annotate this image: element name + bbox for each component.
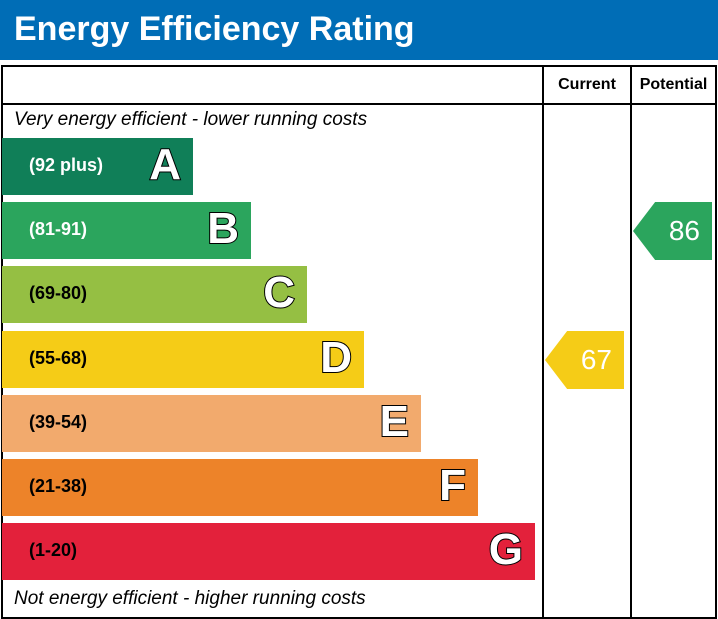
- band-letter: D: [319, 332, 353, 383]
- band-range: (39-54): [29, 412, 88, 432]
- band-range: (55-68): [29, 348, 88, 368]
- current-rating-value: 67: [580, 344, 612, 375]
- current-column-header: Current: [558, 76, 616, 93]
- band-range: (92 plus): [29, 155, 104, 175]
- potential-column-header: Potential: [639, 76, 708, 93]
- band-letter: C: [262, 267, 296, 318]
- band-letter: G: [488, 524, 524, 575]
- band-b: (81-91) B: [2, 202, 251, 259]
- band-f: (21-38) F: [2, 459, 478, 516]
- band-range: (21-38): [29, 476, 88, 496]
- band-c: (69-80) C: [2, 266, 307, 323]
- bottom-note: Not energy efficient - higher running co…: [14, 588, 366, 609]
- band-letter: F: [438, 460, 467, 511]
- band-letter: A: [148, 139, 182, 190]
- potential-rating-value: 86: [668, 215, 700, 246]
- title-bar: Energy Efficiency Rating: [0, 0, 718, 60]
- top-note: Very energy efficient - lower running co…: [14, 109, 368, 130]
- header-divider: [3, 103, 715, 105]
- band-e: (39-54) E: [2, 395, 421, 452]
- band-range: (1-20): [29, 540, 78, 560]
- column-divider: [630, 67, 632, 617]
- band-range: (81-91): [29, 219, 88, 239]
- band-range: (69-80): [29, 283, 88, 303]
- band-d: (55-68) D: [2, 331, 364, 388]
- chart-title: Energy Efficiency Rating: [14, 10, 415, 48]
- band-letter: E: [379, 396, 410, 447]
- band-g: (1-20) G: [2, 523, 535, 580]
- band-a: (92 plus) A: [2, 138, 193, 195]
- column-divider: [542, 67, 544, 617]
- band-letter: B: [206, 203, 240, 254]
